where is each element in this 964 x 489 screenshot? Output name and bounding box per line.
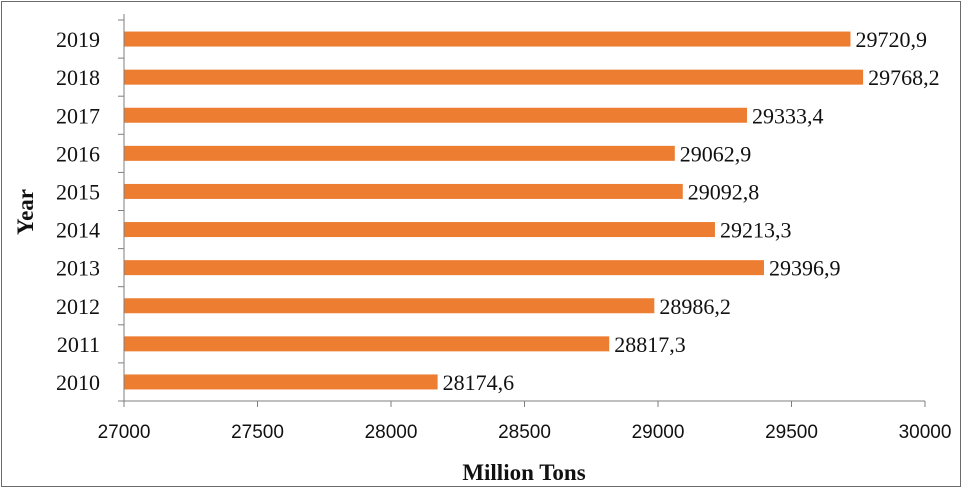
data-label-2014: 29213,3 [720, 218, 792, 243]
bar-2016 [124, 145, 675, 161]
x-tick-label-28500: 28500 [498, 422, 551, 443]
x-tick-label-30000: 30000 [899, 422, 952, 443]
axes-layer: 2019 2018 2017 2016 2015 2014 2013 2012 2011 2010… [56, 14, 951, 443]
category-label-2017: 2017 [56, 103, 100, 128]
category-label-2018: 2018 [56, 65, 100, 90]
category-label-2016: 2016 [56, 141, 100, 166]
data-label-2019: 29720,9 [855, 27, 927, 52]
bar-2014 [124, 222, 715, 238]
data-label-2018: 29768,2 [868, 65, 940, 90]
data-label-2013: 29396,9 [769, 256, 841, 281]
bar-2010 [124, 374, 438, 390]
bars-layer [124, 31, 864, 390]
data-label-2017: 29333,4 [752, 103, 824, 128]
data-label-2016: 29062,9 [680, 141, 752, 166]
category-label-2019: 2019 [56, 27, 100, 52]
bar-2011 [124, 336, 610, 352]
bar-2013 [124, 260, 764, 276]
x-tick-label-29000: 29000 [632, 422, 685, 443]
data-label-2011: 28817,3 [614, 332, 686, 357]
x-tick-label-27500: 27500 [231, 422, 284, 443]
category-label-2013: 2013 [56, 256, 100, 281]
bar-2017 [124, 107, 748, 123]
category-label-2014: 2014 [56, 218, 100, 243]
bar-2015 [124, 183, 683, 199]
data-label-2012: 28986,2 [659, 294, 731, 319]
x-tick-label-28000: 28000 [365, 422, 418, 443]
bar-2018 [124, 69, 864, 85]
y-axis-title: Year [13, 189, 38, 235]
data-label-2010: 28174,6 [443, 370, 514, 395]
category-label-2010: 2010 [56, 370, 100, 395]
bar-2019 [124, 31, 851, 47]
category-label-2012: 2012 [56, 294, 100, 319]
data-label-2015: 29092,8 [688, 179, 760, 204]
x-tick-label-27000: 27000 [98, 422, 151, 443]
category-label-2015: 2015 [56, 179, 100, 204]
category-label-2011: 2011 [57, 332, 100, 357]
bar-2012 [124, 298, 655, 314]
x-axis-title: Million Tons [462, 460, 585, 485]
x-tick-label-29500: 29500 [765, 422, 818, 443]
